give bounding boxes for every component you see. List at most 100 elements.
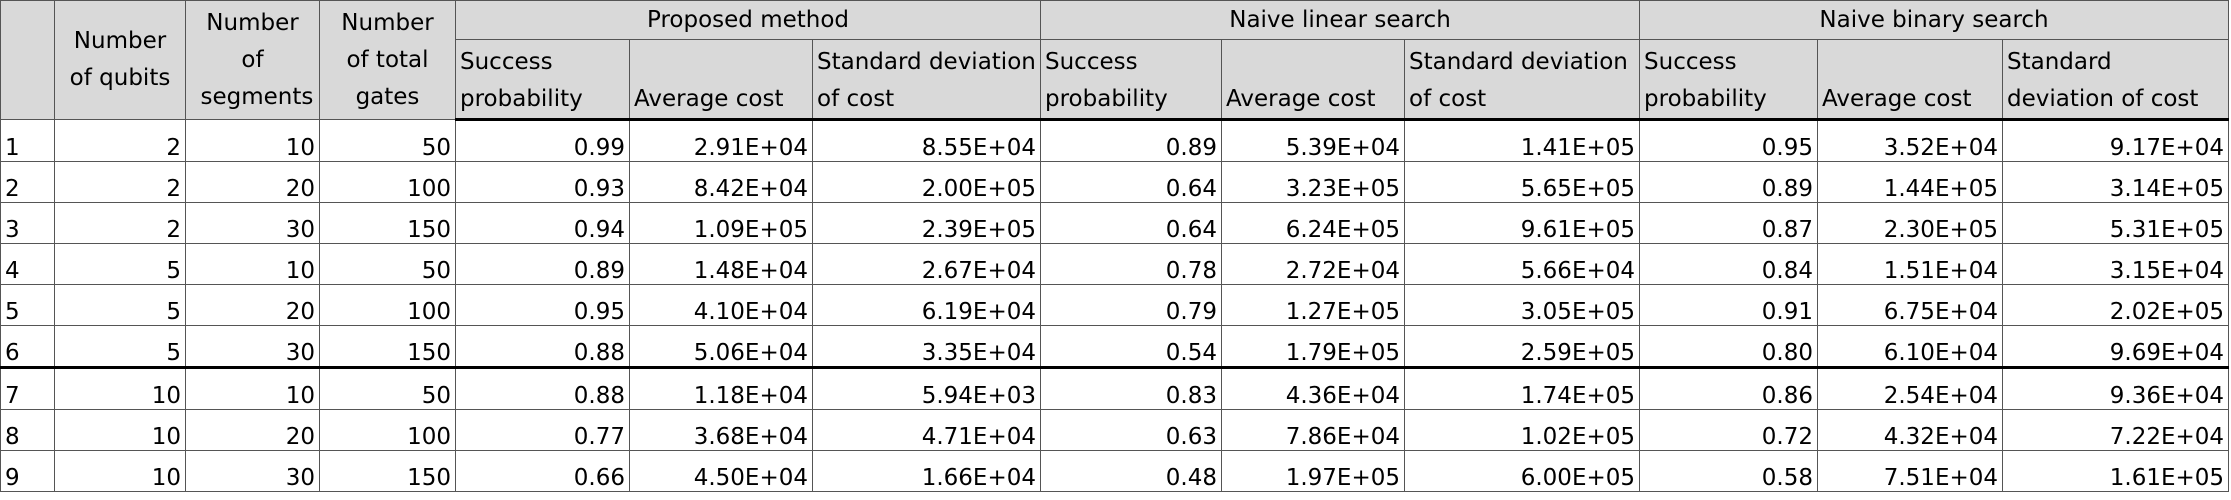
cell: 2 [54,202,186,244]
cell: 50 [319,119,456,162]
group-header: Naive linear search [1039,0,1641,40]
cell: 100 [319,284,456,326]
column-header-text: Number of total gates [341,9,434,110]
group-header: Naive binary search [1639,0,2230,40]
cell: 0.58 [1639,450,1819,492]
row-index: 3 [0,202,55,244]
table-row: 2 2 20 100 0.93 8.42E+04 2.00E+05 0.64 3.23E+05 5… [0,161,2230,203]
cell: 10 [185,119,320,162]
cell: 2 [54,119,186,162]
row-index: 2 [0,161,55,203]
cell: 0.94 [455,202,630,244]
cell: 5.65E+05 [1403,161,1641,203]
cell: 0.78 [1040,243,1222,285]
cell: 30 [185,450,320,492]
cell: 0.87 [1639,202,1819,244]
cell: 5 [54,243,186,285]
cell: 0.72 [1639,409,1819,451]
corner-cell [0,0,55,120]
cell: 4.50E+04 [629,450,813,492]
cell: 0.88 [455,367,630,410]
cell: 20 [185,161,320,203]
cell: 1.66E+04 [812,450,1041,492]
cell: 0.64 [1040,161,1222,203]
cell: 7.22E+04 [2002,409,2230,451]
column-header-text: Number of segments [200,9,314,110]
cell: 0.89 [455,243,630,285]
sub-header: Success probability [1040,39,1222,121]
column-header: Number of total gates [319,0,456,120]
cell: 3.05E+05 [1403,284,1641,326]
cell: 150 [319,325,456,369]
cell: 0.99 [455,119,630,162]
row-index: 1 [0,119,55,162]
cell: 6.19E+04 [812,284,1041,326]
sub-header: Success probability [1639,39,1819,121]
cell: 0.93 [455,161,630,203]
cell: 2.91E+04 [629,119,813,162]
sub-header: Success probability [455,39,630,121]
cell: 100 [319,409,456,451]
cell: 0.88 [455,325,630,369]
cell: 7.51E+04 [1817,450,2004,492]
cell: 2.39E+05 [812,202,1041,244]
column-header: Number of qubits [54,0,186,120]
cell: 2.54E+04 [1817,367,2004,410]
row-index: 5 [0,284,55,326]
row-index: 6 [0,325,55,369]
cell: 4.36E+04 [1221,367,1405,410]
cell: 9.69E+04 [2002,325,2230,369]
cell: 50 [319,367,456,410]
table-row: 6 5 30 150 0.88 5.06E+04 3.35E+04 0.54 1.79E+05 2… [0,325,2230,369]
cell: 0.91 [1639,284,1819,326]
cell: 5 [54,325,186,369]
cell: 0.66 [455,450,630,492]
cell: 2.72E+04 [1221,243,1405,285]
group-header: Proposed method [455,0,1041,40]
cell: 2.02E+05 [2002,284,2230,326]
table-row: 4 5 10 50 0.89 1.48E+04 2.67E+04 0.78 2.72E+04 5.… [0,243,2230,285]
column-header-text: Number of qubits [69,28,171,91]
cell: 10 [185,367,320,410]
cell: 0.89 [1639,161,1819,203]
cell: 30 [185,202,320,244]
cell: 0.64 [1040,202,1222,244]
cell: 1.18E+04 [629,367,813,410]
sub-header: Average cost [1221,39,1405,121]
sub-header: Standard deviation of cost [812,39,1041,121]
cell: 0.79 [1040,284,1222,326]
cell: 1.27E+05 [1221,284,1405,326]
cell: 50 [319,243,456,285]
cell: 1.09E+05 [629,202,813,244]
cell: 7.86E+04 [1221,409,1405,451]
cell: 2.59E+05 [1403,325,1641,369]
cell: 1.02E+05 [1403,409,1641,451]
table-body: 1 2 10 50 0.99 2.91E+04 8.55E+04 0.89 5.39E+04 1.… [0,119,2230,492]
cell: 1.51E+04 [1817,243,2004,285]
cell: 5.06E+04 [629,325,813,369]
cell: 0.95 [455,284,630,326]
row-index: 8 [0,409,55,451]
cell: 5 [54,284,186,326]
cell: 1.48E+04 [629,243,813,285]
row-index: 7 [0,367,55,410]
cell: 4.10E+04 [629,284,813,326]
sub-header: Standard deviation of cost [2002,39,2230,121]
table-row: 5 5 20 100 0.95 4.10E+04 6.19E+04 0.79 1.27E+05 3… [0,284,2230,326]
cell: 6.00E+05 [1403,450,1641,492]
table-row: 3 2 30 150 0.94 1.09E+05 2.39E+05 0.64 6.24E+05 9… [0,202,2230,244]
cell: 3.68E+04 [629,409,813,451]
cell: 10 [185,243,320,285]
cell: 150 [319,202,456,244]
cell: 9.36E+04 [2002,367,2230,410]
row-index: 4 [0,243,55,285]
cell: 6.10E+04 [1817,325,2004,369]
cell: 3.23E+05 [1221,161,1405,203]
cell: 5.31E+05 [2002,202,2230,244]
cell: 10 [54,409,186,451]
cell: 30 [185,325,320,369]
row-index: 9 [0,450,55,492]
cell: 20 [185,409,320,451]
cell: 3.14E+05 [2002,161,2230,203]
